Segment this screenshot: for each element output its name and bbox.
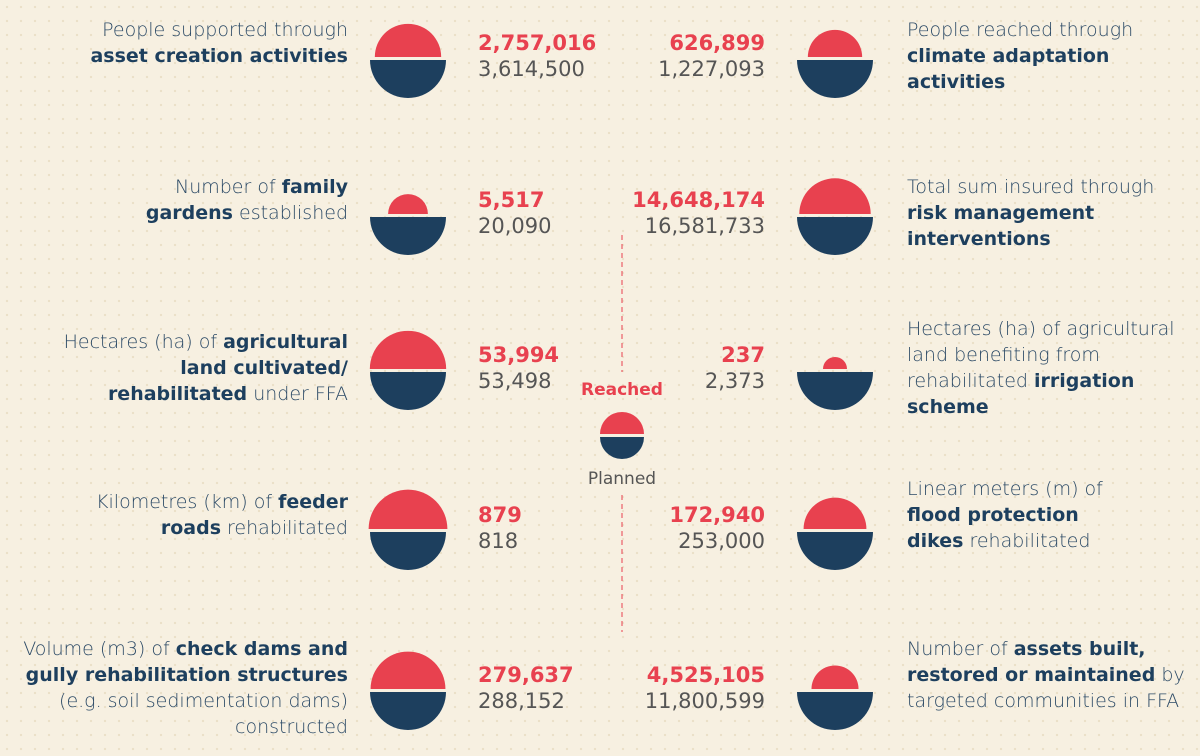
label-text: irrigation scheme [907, 370, 1135, 418]
reached-value: 2,757,016 [478, 31, 597, 55]
reached-value: 4,525,105 [646, 663, 765, 687]
values: 279,637 288,152 [478, 662, 574, 714]
planned-half [797, 372, 873, 410]
values: 2,757,016 3,614,500 [478, 30, 596, 82]
indicator-label: Number of assets built, restored or main… [907, 636, 1197, 714]
label-text: Number of [907, 638, 1014, 660]
planned-value: 11,800,599 [644, 689, 765, 713]
label-text: Kilometres (km) of [96, 491, 279, 513]
label-text: flood protection dikes [907, 504, 1079, 552]
reached-value: 5,517 [478, 188, 545, 212]
label-text: climate adaptation activities [907, 45, 1110, 93]
planned-half [370, 532, 446, 570]
reached-half [368, 489, 448, 529]
label-text: rehabilitated [221, 517, 348, 539]
planned-half [797, 532, 873, 570]
label-text: Hectares (ha) of agricultural land benef… [907, 318, 1175, 392]
label-text: Linear meters (m) of [907, 478, 1103, 500]
values: 5,517 20,090 [478, 187, 551, 239]
label-text: rehabilitated [963, 530, 1091, 552]
values: 626,899 1,227,093 [658, 30, 765, 82]
indicator-label: Linear meters (m) of flood protection di… [907, 476, 1117, 554]
values: 172,940 253,000 [669, 502, 765, 554]
legend-reached: Reached [581, 380, 663, 400]
reached-half [370, 651, 446, 689]
values: 53,994 53,498 [478, 342, 559, 394]
values: 237 2,373 [705, 342, 765, 394]
reached-value: 237 [721, 343, 765, 367]
label-text: Hectares (ha) of [63, 331, 224, 353]
values: 14,648,174 16,581,733 [632, 187, 765, 239]
label-text: feeder roads [160, 491, 348, 539]
reached-value: 172,940 [669, 503, 765, 527]
reached-value: 279,637 [478, 663, 574, 687]
planned-half [797, 60, 873, 98]
label-text: Total sum insured through [907, 176, 1155, 198]
indicator-label: Hectares (ha) of agricultural land benef… [907, 316, 1197, 420]
label-text: family gardens [145, 176, 348, 224]
planned-half [370, 60, 446, 98]
indicator-label: Hectares (ha) of agricultural land culti… [48, 329, 348, 407]
label-text: by targeted communities in FFA [907, 664, 1185, 712]
reached-value: 14,648,174 [632, 188, 765, 212]
label-text: assets built, restored or maintained [907, 638, 1156, 686]
indicator-label: Volume (m3) of check dams and gully reha… [3, 636, 348, 740]
reached-half [799, 178, 871, 214]
label-text: People reached through [907, 19, 1134, 41]
planned-value: 1,227,093 [658, 57, 765, 81]
planned-value: 818 [478, 529, 519, 553]
values: 879 818 [478, 502, 522, 554]
indicator-label: Total sum insured through risk managemen… [907, 174, 1187, 252]
planned-value: 253,000 [678, 529, 765, 553]
planned-half [370, 217, 446, 255]
indicator-label: People supported through asset creation … [48, 17, 348, 69]
planned-half [797, 692, 873, 730]
reached-half [374, 23, 442, 57]
reached-value: 53,994 [478, 343, 560, 367]
legend-reached-icon [600, 412, 644, 434]
label-text: (e.g. soil sedimentation dams) construct… [59, 690, 348, 738]
planned-half [370, 692, 446, 730]
legend-planned-icon [600, 437, 644, 459]
values: 4,525,105 11,800,599 [645, 662, 765, 714]
label-text: check dams and gully rehabilitation stru… [25, 638, 348, 686]
label-text: Volume (m3) of [23, 638, 176, 660]
reached-half [388, 194, 428, 214]
planned-value: 16,581,733 [644, 214, 765, 238]
planned-value: 20,090 [478, 214, 552, 238]
label-text: under FFA [247, 383, 348, 405]
indicator-label: People reached through climate adaptatio… [907, 17, 1157, 95]
label-text: asset creation activities [90, 45, 348, 67]
indicator-label: Kilometres (km) of feeder roads rehabili… [78, 489, 348, 541]
label-text: People supported through [102, 19, 348, 41]
label-text: risk management interventions [907, 202, 1095, 250]
planned-value: 53,498 [478, 369, 552, 393]
reached-half [807, 29, 863, 57]
label-text: Number of [174, 176, 282, 198]
planned-value: 288,152 [478, 689, 565, 713]
reached-half [811, 665, 859, 689]
reached-half [822, 356, 848, 369]
legend-planned: Planned [587, 469, 657, 489]
planned-half [797, 217, 873, 255]
planned-half [370, 372, 446, 410]
reached-value: 626,899 [669, 31, 765, 55]
planned-value: 3,614,500 [478, 57, 585, 81]
planned-value: 2,373 [704, 369, 765, 393]
indicator-label: Number of family gardens established [108, 174, 348, 226]
reached-half [369, 330, 447, 369]
label-text: agricultural land cultivated/ rehabilita… [107, 331, 348, 405]
reached-half [803, 497, 867, 529]
reached-value: 879 [478, 503, 522, 527]
label-text: established [232, 202, 348, 224]
